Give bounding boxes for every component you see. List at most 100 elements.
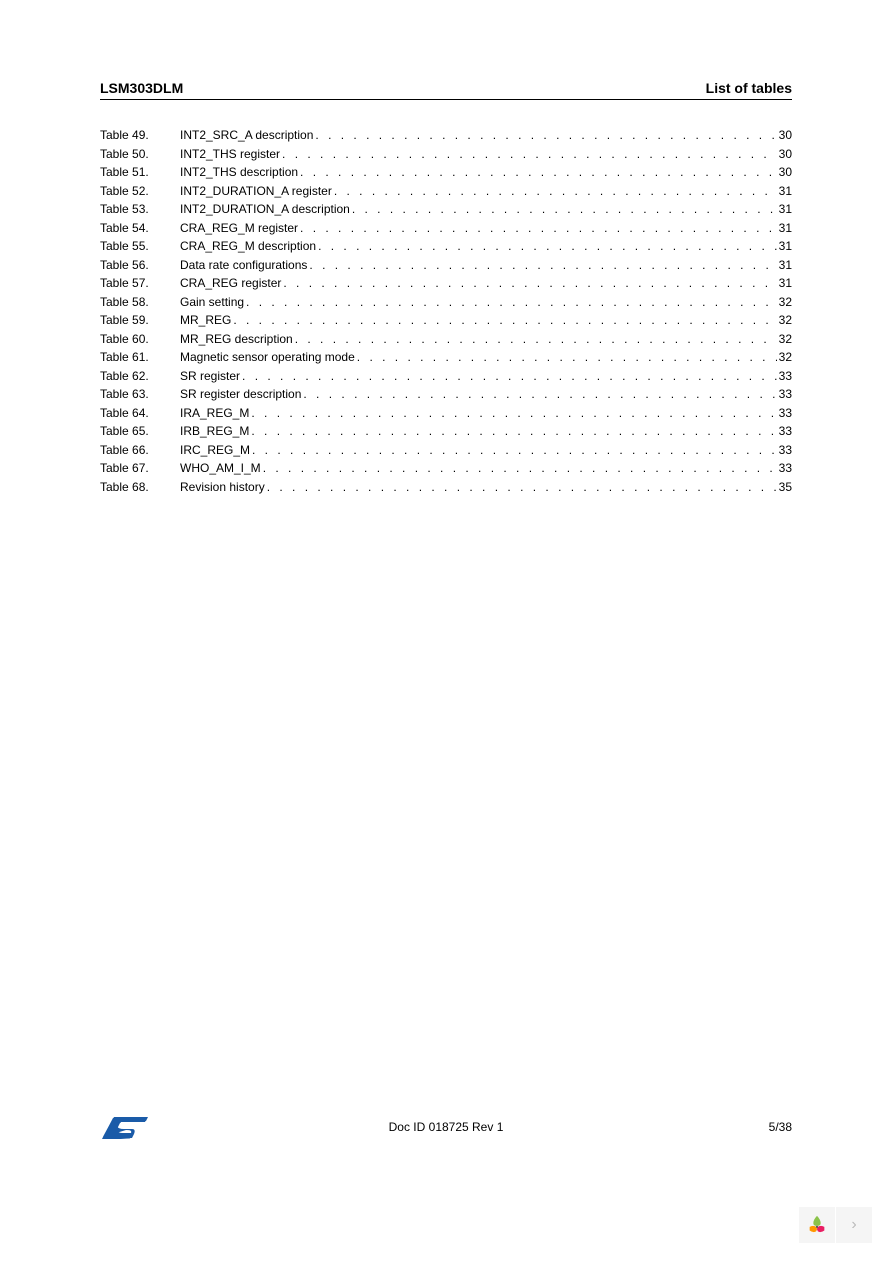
toc-title: INT2_SRC_A description xyxy=(180,128,313,142)
toc-dots xyxy=(249,406,776,420)
toc-label: Table 60. xyxy=(100,332,180,346)
toc-row: Table 62.SR register 33 xyxy=(100,369,792,388)
toc-label: Table 58. xyxy=(100,295,180,309)
toc-dots xyxy=(313,128,776,142)
toc-title: Gain setting xyxy=(180,295,244,309)
toc-dots xyxy=(231,313,776,327)
pagination-controls: › xyxy=(799,1207,872,1243)
toc-dots xyxy=(293,332,777,346)
toc-title: INT2_THS register xyxy=(180,147,280,161)
toc-page-number: 31 xyxy=(777,258,792,272)
toc-row: Table 52.INT2_DURATION_A register 31 xyxy=(100,184,792,203)
toc-page-number: 33 xyxy=(777,406,792,420)
toc-label: Table 67. xyxy=(100,461,180,475)
toc-label: Table 64. xyxy=(100,406,180,420)
toc-row: Table 63.SR register description 33 xyxy=(100,387,792,406)
toc-page-number: 31 xyxy=(777,221,792,235)
toc-row: Table 50.INT2_THS register 30 xyxy=(100,147,792,166)
toc-title: Magnetic sensor operating mode xyxy=(180,350,355,364)
toc-dots xyxy=(355,350,777,364)
toc-label: Table 68. xyxy=(100,480,180,494)
document-page: LSM303DLM List of tables Table 49.INT2_S… xyxy=(100,80,792,1163)
toc-label: Table 50. xyxy=(100,147,180,161)
toc-page-number: 32 xyxy=(777,332,792,346)
toc-row: Table 64.IRA_REG_M 33 xyxy=(100,406,792,425)
toc-title: INT2_DURATION_A register xyxy=(180,184,332,198)
toc-title: SR register xyxy=(180,369,240,383)
toc-title: CRA_REG_M register xyxy=(180,221,298,235)
chevron-right-icon: › xyxy=(851,1216,856,1234)
toc-label: Table 55. xyxy=(100,239,180,253)
toc-label: Table 63. xyxy=(100,387,180,401)
toc-dots xyxy=(244,295,777,309)
toc-row: Table 68.Revision history 35 xyxy=(100,480,792,499)
toc-row: Table 53.INT2_DURATION_A description31 xyxy=(100,202,792,221)
pagination-next-button[interactable]: › xyxy=(836,1207,872,1243)
pagination-logo-button[interactable] xyxy=(799,1207,835,1243)
toc-page-number: 32 xyxy=(777,313,792,327)
toc-label: Table 51. xyxy=(100,165,180,179)
toc-dots xyxy=(307,258,776,272)
toc-page-number: 32 xyxy=(777,350,792,364)
toc-dots xyxy=(250,443,777,457)
toc-row: Table 60.MR_REG description 32 xyxy=(100,332,792,351)
toc-page-number: 33 xyxy=(777,461,792,475)
toc-page-number: 30 xyxy=(777,165,792,179)
toc-page-number: 33 xyxy=(777,443,792,457)
toc-row: Table 65.IRB_REG_M33 xyxy=(100,424,792,443)
footer-page-number: 5/38 xyxy=(769,1120,792,1134)
toc-dots xyxy=(240,369,777,383)
toc-title: IRA_REG_M xyxy=(180,406,249,420)
toc-title: IRB_REG_M xyxy=(180,424,249,438)
toc-row: Table 66.IRC_REG_M33 xyxy=(100,443,792,462)
page-footer: Doc ID 018725 Rev 1 5/38 xyxy=(100,1113,792,1141)
toc-page-number: 31 xyxy=(777,276,792,290)
toc-dots xyxy=(281,276,776,290)
toc-title: MR_REG xyxy=(180,313,231,327)
toc-dots xyxy=(332,184,777,198)
toc-title: INT2_DURATION_A description xyxy=(180,202,350,216)
toc-dots xyxy=(298,221,777,235)
toc-page-number: 30 xyxy=(777,128,792,142)
toc-row: Table 54.CRA_REG_M register31 xyxy=(100,221,792,240)
toc-label: Table 62. xyxy=(100,369,180,383)
st-logo-icon xyxy=(100,1113,150,1141)
toc-label: Table 59. xyxy=(100,313,180,327)
toc-title: INT2_THS description xyxy=(180,165,298,179)
toc-title: CRA_REG register xyxy=(180,276,281,290)
toc-page-number: 32 xyxy=(777,295,792,309)
toc-row: Table 59.MR_REG 32 xyxy=(100,313,792,332)
toc-label: Table 66. xyxy=(100,443,180,457)
toc-row: Table 58.Gain setting 32 xyxy=(100,295,792,314)
toc-dots xyxy=(316,239,777,253)
toc-row: Table 61.Magnetic sensor operating mode 3… xyxy=(100,350,792,369)
header-section-title: List of tables xyxy=(706,80,792,96)
table-of-contents: Table 49.INT2_SRC_A description30Table 5… xyxy=(100,128,792,498)
page-header: LSM303DLM List of tables xyxy=(100,80,792,100)
toc-page-number: 33 xyxy=(777,369,792,383)
toc-page-number: 31 xyxy=(777,184,792,198)
toc-dots xyxy=(261,461,777,475)
toc-dots xyxy=(301,387,776,401)
toc-label: Table 52. xyxy=(100,184,180,198)
toc-title: Revision history xyxy=(180,480,265,494)
toc-page-number: 31 xyxy=(777,202,792,216)
toc-dots xyxy=(249,424,776,438)
footer-doc-id: Doc ID 018725 Rev 1 xyxy=(389,1120,504,1134)
toc-title: CRA_REG_M description xyxy=(180,239,316,253)
toc-row: Table 57.CRA_REG register31 xyxy=(100,276,792,295)
toc-page-number: 30 xyxy=(777,147,792,161)
toc-row: Table 51.INT2_THS description 30 xyxy=(100,165,792,184)
toc-label: Table 49. xyxy=(100,128,180,142)
toc-title: SR register description xyxy=(180,387,301,401)
toc-label: Table 56. xyxy=(100,258,180,272)
toc-dots xyxy=(280,147,777,161)
toc-label: Table 61. xyxy=(100,350,180,364)
toc-dots xyxy=(350,202,777,216)
toc-page-number: 31 xyxy=(777,239,792,253)
toc-title: MR_REG description xyxy=(180,332,293,346)
toc-page-number: 33 xyxy=(777,387,792,401)
toc-page-number: 35 xyxy=(777,480,792,494)
toc-row: Table 67.WHO_AM_I_M33 xyxy=(100,461,792,480)
toc-dots xyxy=(265,480,777,494)
